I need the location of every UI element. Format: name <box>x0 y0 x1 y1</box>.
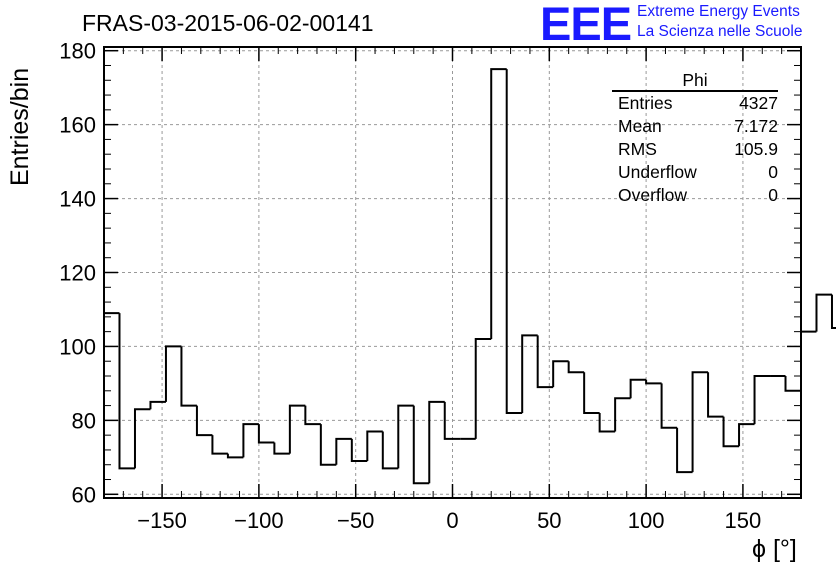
statistics-box: Phi Entries 4327 Mean 7.172 RMS 105.9 Under… <box>612 70 778 207</box>
histogram-bin <box>443 401 461 440</box>
stats-row-entries: Entries 4327 <box>612 92 778 115</box>
x-axis-label: ϕ [°] <box>752 535 797 563</box>
histogram-bin <box>784 376 801 392</box>
y-tick-label: 160 <box>59 113 96 138</box>
histogram-bin <box>645 379 662 385</box>
histogram-bin <box>273 442 290 455</box>
y-tick-label: 80 <box>72 408 96 433</box>
histogram-bin <box>412 405 430 485</box>
tick-labels: −150 −100 −50 0 50 100 150 60 80 100 120 140 160 180 <box>59 39 761 533</box>
stats-label: Overflow <box>618 185 688 205</box>
x-tick-label: 0 <box>446 508 458 533</box>
stats-value: 4327 <box>739 93 778 113</box>
stats-value: 105.9 <box>734 139 778 159</box>
histogram-bin <box>815 293 832 332</box>
histogram-bin <box>676 427 693 474</box>
stats-label: Underflow <box>618 162 697 182</box>
histogram-bin <box>490 68 507 340</box>
stats-name: Phi <box>612 70 778 92</box>
stats-label: RMS <box>618 139 657 159</box>
x-tick-label: −50 <box>337 508 374 533</box>
histogram-bin <box>133 408 151 469</box>
y-tick-label: 100 <box>59 334 96 359</box>
stats-row-underflow: Underflow 0 <box>612 161 778 184</box>
stats-row-rms: RMS 105.9 <box>612 138 778 161</box>
histogram-bin <box>629 378 647 399</box>
histogram-bin <box>195 405 213 437</box>
histogram-bin <box>350 438 368 463</box>
histogram-bin <box>474 338 492 439</box>
histogram-bin <box>521 334 538 413</box>
eee-logo: EEE <box>540 0 632 50</box>
histogram-bin <box>319 424 337 466</box>
chart-title: FRAS-03-2015-06-02-00141 <box>82 10 374 36</box>
histogram-bin <box>598 412 616 433</box>
histogram-bin <box>753 375 771 425</box>
histogram-bin <box>257 424 275 444</box>
organization-label: Extreme Energy Events La Scienza nelle S… <box>637 2 802 42</box>
histogram-bin <box>800 330 817 391</box>
x-tick-label: −150 <box>137 508 187 533</box>
axis-ticks <box>103 47 802 498</box>
organization-line-1: Extreme Energy Events <box>637 3 800 20</box>
x-tick-label: 100 <box>628 508 665 533</box>
histogram-bin <box>660 383 678 429</box>
histogram-bin <box>614 397 631 432</box>
histogram-bin <box>226 453 244 459</box>
y-tick-label: 180 <box>59 39 96 64</box>
histogram-bin <box>722 416 740 448</box>
histogram-bin <box>567 361 585 374</box>
stats-value: 0 <box>768 185 778 205</box>
histogram-bin <box>366 430 383 462</box>
histogram-bin <box>397 404 414 469</box>
stats-label: Mean <box>618 116 662 136</box>
histogram-bin <box>428 400 445 484</box>
histogram-bin <box>552 360 569 388</box>
histogram-bin <box>707 372 724 418</box>
histogram-bin <box>164 345 182 402</box>
x-tick-label: 50 <box>537 508 561 533</box>
histogram-bin <box>335 437 352 465</box>
organization-line-2: La Scienza nelle Scuole <box>637 23 803 40</box>
histogram-bin <box>830 294 836 329</box>
histogram-bin <box>304 405 321 426</box>
x-tick-label: 150 <box>725 508 762 533</box>
histogram-bin <box>536 335 554 389</box>
y-tick-label: 140 <box>59 187 96 212</box>
histogram-bin <box>242 423 259 458</box>
stats-row-mean: Mean 7.172 <box>612 115 778 138</box>
histogram-bin <box>381 431 399 470</box>
y-tick-label: 60 <box>72 482 96 507</box>
y-tick-label: 120 <box>59 261 96 286</box>
histogram-bin <box>738 423 755 447</box>
histogram-bin <box>211 435 228 455</box>
stats-value: 0 <box>768 162 778 182</box>
stats-label: Entries <box>618 93 673 113</box>
histogram-bin <box>583 372 600 414</box>
histogram-bin <box>288 404 306 454</box>
histogram-bin <box>118 313 135 470</box>
y-axis-label: Entries/bin <box>6 67 34 186</box>
histogram-bin <box>180 346 197 407</box>
histogram-bin <box>149 400 166 410</box>
histogram-bin <box>505 69 523 414</box>
stats-value: 7.172 <box>734 116 778 136</box>
stats-row-overflow: Overflow 0 <box>612 184 778 207</box>
x-tick-label: −100 <box>234 508 284 533</box>
histogram-series <box>103 68 836 498</box>
histogram-bin <box>691 371 709 473</box>
